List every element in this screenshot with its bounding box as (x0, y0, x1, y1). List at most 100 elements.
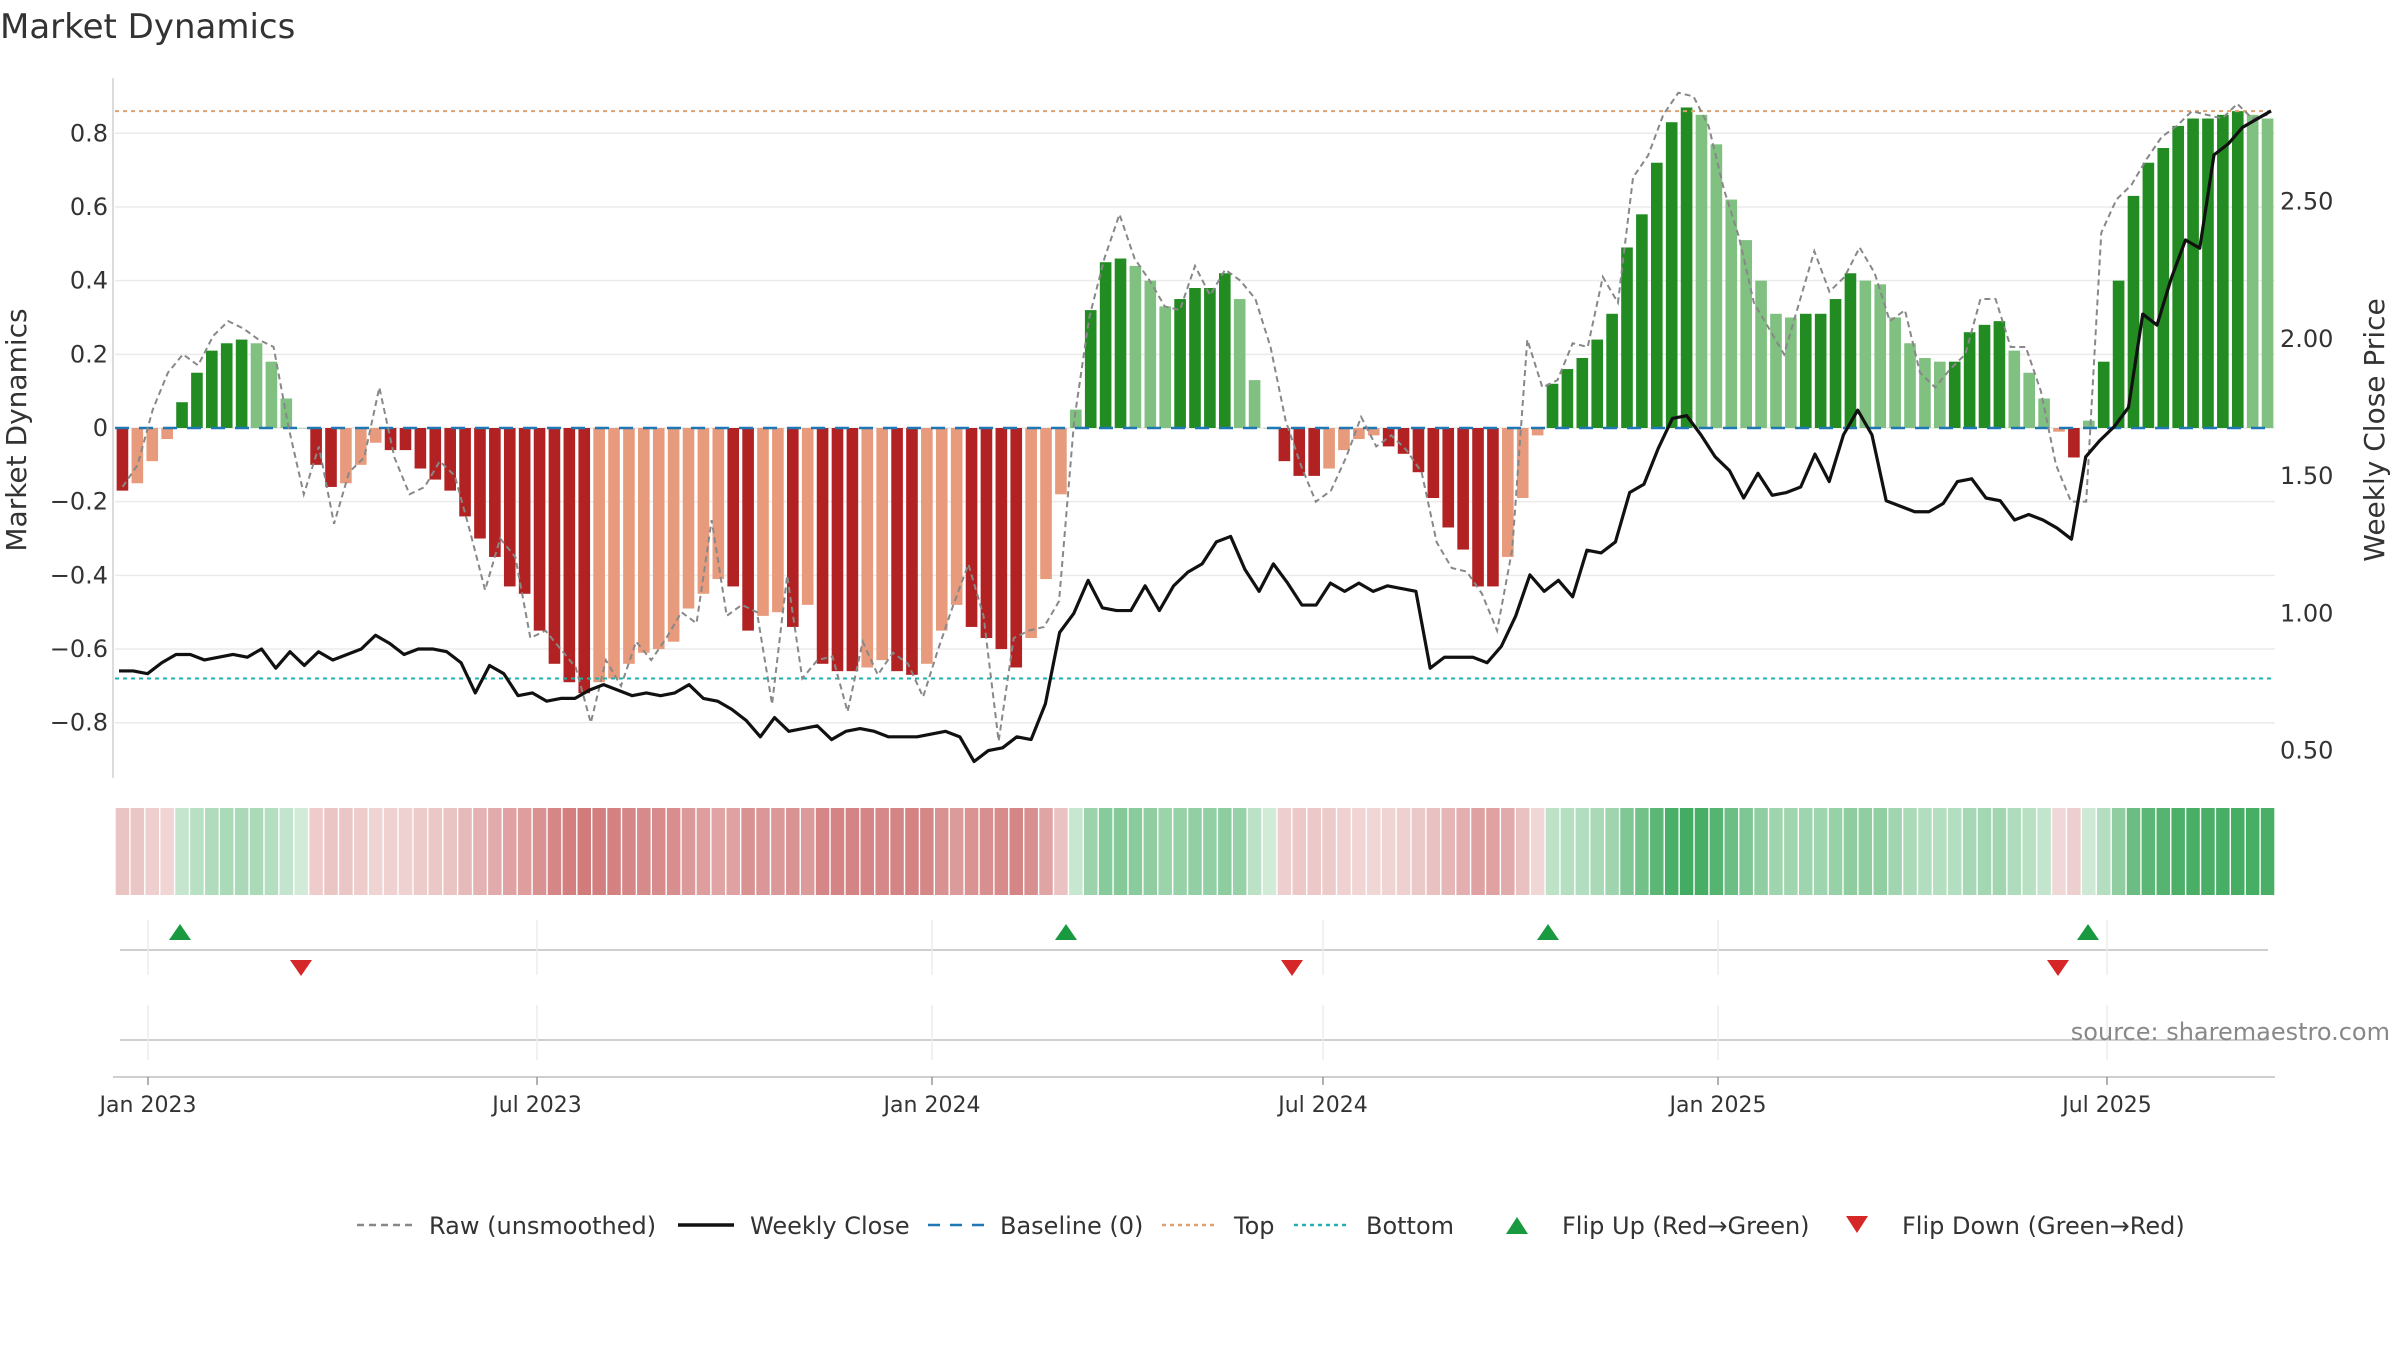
heatmap-cell (1903, 808, 1917, 895)
heatmap-cell (1769, 808, 1783, 895)
heatmap-cell (786, 808, 800, 895)
y2-tick-label: 2.00 (2280, 325, 2333, 353)
legend-label: Flip Down (Green→Red) (1902, 1212, 2185, 1240)
dynamics-bar (876, 428, 888, 661)
heatmap-cell (1933, 808, 1947, 895)
dynamics-bar (2231, 111, 2244, 428)
dynamics-bar (340, 428, 352, 484)
heatmap-cell (190, 808, 204, 895)
dynamics-bar (2038, 398, 2050, 428)
heatmap-cell (2067, 808, 2081, 895)
heatmap-cell (1843, 808, 1858, 895)
heatmap-cell (1664, 808, 1679, 895)
heatmap-cell (473, 808, 487, 895)
dynamics-bar (921, 428, 933, 664)
dynamics-bar (1412, 428, 1425, 473)
flip-down-marker (290, 960, 312, 976)
heatmap-cell (354, 808, 368, 895)
dynamics-bar (354, 428, 367, 465)
dynamics-bar (2112, 280, 2125, 428)
heatmap-cell (1888, 808, 1902, 895)
heatmap-cell (771, 808, 785, 895)
dynamics-bar (667, 428, 680, 642)
dynamics-bar (1636, 214, 1648, 428)
heatmap-cell (2096, 808, 2111, 895)
dynamics-bar (1710, 144, 1723, 428)
heatmap-cell (517, 808, 532, 895)
dynamics-bar (161, 428, 173, 440)
heatmap-cell (1947, 808, 1962, 895)
heatmap-cell (383, 808, 398, 895)
dynamics-bar (1516, 428, 1529, 498)
heatmap-cell (1635, 808, 1649, 895)
heatmap-cell (1530, 808, 1545, 895)
heatmap-cell (1113, 808, 1128, 895)
heatmap-cell (1873, 808, 1887, 895)
dynamics-bar (429, 428, 442, 480)
heatmap-cell (815, 808, 830, 895)
dynamics-bar (2068, 428, 2080, 458)
heatmap-cell (875, 808, 889, 895)
dynamics-bar (2127, 195, 2140, 428)
lines-layer (115, 91, 2275, 764)
heatmap-cell (1754, 808, 1768, 895)
heatmap-cell (219, 808, 234, 895)
dynamics-bar (1248, 380, 1261, 428)
dynamics-bar (578, 428, 591, 694)
x-tick-label: Jan 2024 (882, 1093, 981, 1118)
heatmap-cell (175, 808, 189, 895)
dynamics-bar (1606, 313, 1618, 428)
heatmap-cell (1962, 808, 1977, 895)
dynamics-bar (489, 428, 501, 557)
dynamics-bar (995, 428, 1008, 650)
legend-label: Bottom (1366, 1212, 1454, 1240)
dynamics-bar (1427, 428, 1440, 498)
dynamics-bar (1457, 428, 1469, 550)
dynamics-bar (325, 428, 337, 487)
heatmap-cell (1918, 808, 1932, 895)
dynamics-bar (682, 428, 695, 609)
heatmap-cell (696, 808, 711, 895)
heatmap-cell (1083, 808, 1098, 895)
dynamics-bar (1785, 317, 1797, 428)
dynamics-bar (1174, 299, 1186, 428)
heatmap-strip (115, 808, 2275, 895)
x-tick-label: Jan 2023 (98, 1093, 197, 1118)
heatmap-cell (2141, 808, 2156, 895)
heatmap-cell (1992, 808, 2007, 895)
heatmap-cell (562, 808, 577, 895)
heatmap-cell (1039, 808, 1053, 895)
heatmap-cell (413, 808, 428, 895)
x-tick-label: Jul 2023 (490, 1093, 582, 1118)
heatmap-cell (1813, 808, 1828, 895)
dynamics-bar (1948, 361, 1961, 428)
legend-label: Raw (unsmoothed) (429, 1212, 656, 1240)
dynamics-bar (1502, 428, 1514, 557)
dynamics-bar (2246, 114, 2259, 428)
dynamics-bar (757, 428, 769, 616)
dynamics-bar (1204, 288, 1216, 428)
heatmap-cell (905, 808, 919, 895)
dynamics-bar (935, 428, 948, 631)
dynamics-bar (503, 428, 516, 587)
dynamics-bar (1770, 313, 1782, 428)
dynamics-bar (742, 428, 754, 631)
dynamics-bar (1993, 321, 2006, 428)
heatmap-cell (920, 808, 934, 895)
dynamics-bar (414, 428, 427, 469)
dynamics-bar (265, 361, 278, 428)
heatmap-cell (2231, 808, 2245, 895)
dynamics-bar (965, 428, 978, 627)
dynamics-bar (116, 428, 129, 491)
heatmap-cell (1307, 808, 1321, 895)
heatmap-cell (2052, 808, 2066, 895)
heatmap-cell (2111, 808, 2126, 895)
heatmap-cell (1158, 808, 1172, 895)
heatmap-cell (1471, 808, 1485, 895)
dynamics-bar (816, 428, 829, 664)
heatmap-cell (1441, 808, 1455, 895)
heatmap-cell (1605, 808, 1619, 895)
dynamics-bar (727, 428, 740, 587)
heatmap-cell (1381, 808, 1396, 895)
